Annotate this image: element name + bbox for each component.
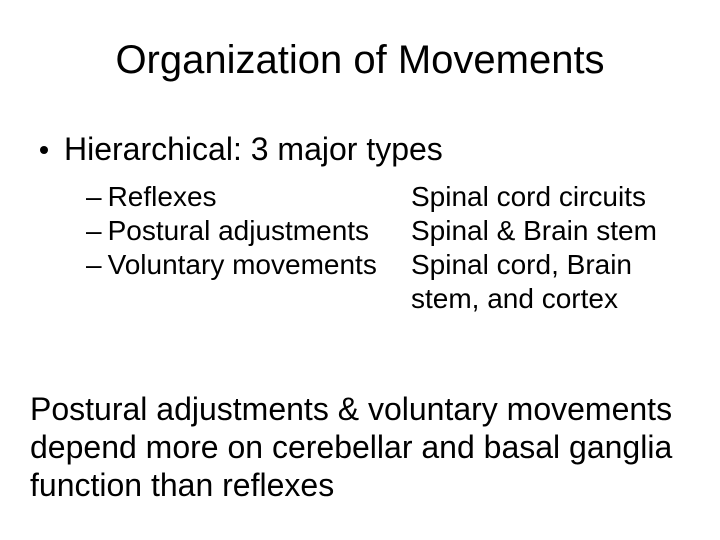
sub-item-right: Spinal & Brain stem <box>411 214 690 248</box>
sub-item-label: Voluntary movements <box>108 248 377 282</box>
footer-text: Postural adjustments & voluntary movemen… <box>30 390 690 504</box>
sub-item: – Reflexes <box>86 180 411 214</box>
sub-item: – Postural adjustments <box>86 214 411 248</box>
slide: Organization of Movements Hierarchical: … <box>0 0 720 540</box>
sub-item-label: Postural adjustments <box>108 214 369 248</box>
bullet-level1: Hierarchical: 3 major types <box>40 131 690 168</box>
sub-item-right: Spinal cord circuits <box>411 180 690 214</box>
sub-item-label: Reflexes <box>108 180 217 214</box>
sub-bullets-block: – Reflexes – Postural adjustments – Volu… <box>86 180 690 316</box>
slide-title: Organization of Movements <box>0 0 720 83</box>
sub-item-right: Spinal cord, Brain stem, and cortex <box>411 248 690 316</box>
dash-icon: – <box>86 214 102 248</box>
bullet-text: Hierarchical: 3 major types <box>64 131 443 168</box>
sub-item: – Voluntary movements <box>86 248 411 282</box>
dash-icon: – <box>86 248 102 282</box>
dash-icon: – <box>86 180 102 214</box>
sub-right-column: Spinal cord circuits Spinal & Brain stem… <box>411 180 690 316</box>
sub-left-column: – Reflexes – Postural adjustments – Volu… <box>86 180 411 316</box>
bullet-dot-icon <box>40 146 48 154</box>
slide-body: Hierarchical: 3 major types – Reflexes –… <box>0 131 720 316</box>
